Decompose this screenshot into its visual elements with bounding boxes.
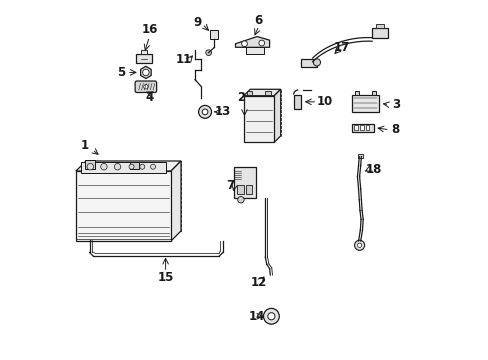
Text: 8: 8	[391, 123, 399, 136]
Bar	[359, 125, 363, 130]
Text: 2: 2	[236, 91, 244, 104]
Polygon shape	[171, 161, 181, 241]
Circle shape	[143, 85, 148, 89]
Text: 16: 16	[141, 23, 157, 36]
Circle shape	[87, 163, 93, 170]
Bar	[351, 95, 378, 112]
Circle shape	[202, 109, 207, 115]
Bar	[376, 24, 383, 28]
Bar	[371, 91, 375, 95]
Bar	[301, 59, 316, 67]
Circle shape	[205, 50, 211, 55]
Bar	[365, 125, 368, 130]
Text: 11: 11	[175, 53, 191, 66]
Circle shape	[114, 163, 121, 170]
Text: 10: 10	[316, 95, 332, 108]
Text: 14: 14	[248, 310, 264, 323]
Text: 13: 13	[214, 105, 231, 118]
Text: 4: 4	[145, 91, 153, 104]
Circle shape	[142, 69, 149, 76]
Circle shape	[267, 313, 274, 320]
Bar	[246, 46, 264, 54]
Bar	[357, 154, 362, 158]
Bar	[85, 160, 95, 169]
Polygon shape	[141, 66, 151, 78]
Bar	[237, 185, 244, 194]
Bar	[210, 31, 218, 39]
Polygon shape	[76, 161, 181, 171]
Bar	[233, 167, 255, 198]
Bar	[353, 125, 357, 130]
Text: 18: 18	[365, 163, 381, 176]
Text: 6: 6	[254, 14, 263, 27]
Circle shape	[129, 164, 134, 169]
Circle shape	[198, 105, 211, 118]
Polygon shape	[244, 89, 280, 96]
Bar	[141, 50, 147, 54]
Bar	[136, 54, 152, 63]
Circle shape	[241, 41, 247, 46]
Polygon shape	[274, 89, 280, 142]
Bar	[244, 96, 274, 142]
Text: 15: 15	[157, 271, 173, 284]
Circle shape	[101, 163, 107, 170]
Bar	[246, 91, 251, 95]
Bar	[245, 185, 251, 194]
Circle shape	[237, 197, 244, 203]
Text: 9: 9	[193, 16, 202, 29]
FancyBboxPatch shape	[135, 81, 156, 93]
Bar	[371, 28, 387, 38]
Circle shape	[140, 164, 144, 169]
Circle shape	[357, 243, 361, 247]
Circle shape	[150, 164, 155, 169]
Text: 12: 12	[250, 276, 266, 289]
Text: 5: 5	[117, 66, 124, 79]
Circle shape	[313, 59, 320, 66]
Polygon shape	[235, 37, 269, 47]
Text: 17: 17	[332, 41, 349, 54]
Bar	[265, 91, 270, 95]
Bar	[293, 95, 300, 109]
Text: 3: 3	[391, 98, 399, 111]
Bar	[76, 171, 171, 241]
Text: 1: 1	[81, 139, 89, 152]
Bar	[351, 124, 373, 132]
Circle shape	[258, 40, 264, 46]
Circle shape	[354, 240, 364, 250]
Circle shape	[263, 309, 279, 324]
Bar	[129, 162, 139, 169]
Bar	[354, 91, 359, 95]
Bar	[81, 162, 165, 173]
Text: 7: 7	[225, 179, 234, 192]
